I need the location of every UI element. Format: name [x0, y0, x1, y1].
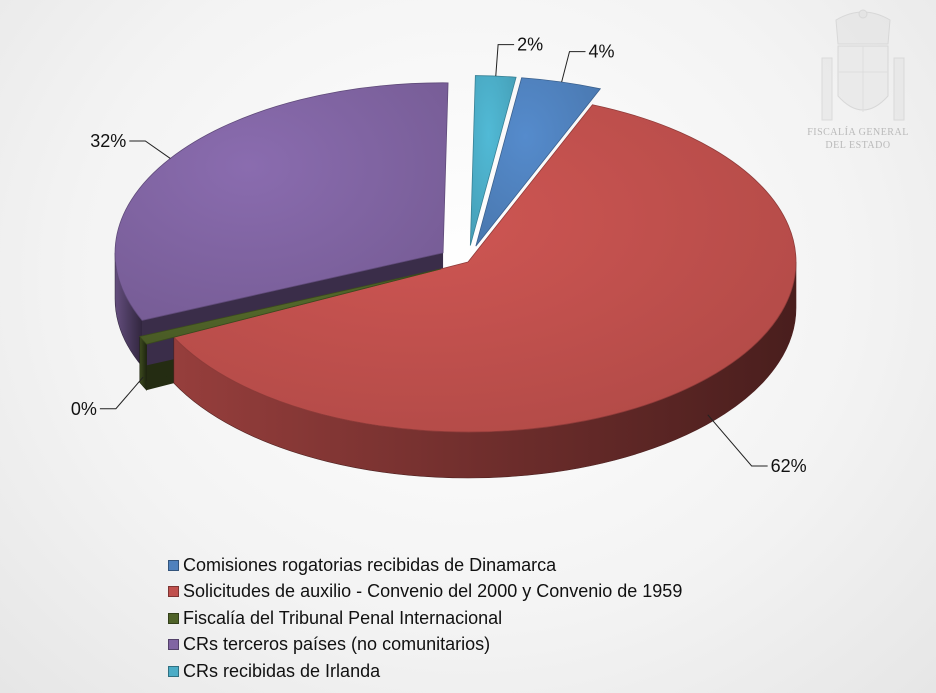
- chart-legend: Comisiones rogatorias recibidas de Dinam…: [168, 552, 682, 685]
- emblem-line-2: DEL ESTADO: [825, 140, 890, 151]
- slice-percent-label: 0%: [71, 399, 97, 419]
- legend-swatch: [168, 639, 179, 651]
- pie-slice-side: [139, 335, 147, 391]
- legend-label: Fiscalía del Tribunal Penal Internaciona…: [183, 607, 503, 628]
- legend-item: Solicitudes de auxilio - Convenio del 20…: [168, 579, 682, 606]
- slice-percent-label: 62%: [771, 456, 807, 476]
- coat-of-arms-logo: [821, 9, 905, 121]
- legend-item: Comisiones rogatorias recibidas de Dinam…: [168, 552, 682, 579]
- legend-swatch: [168, 612, 179, 624]
- legend-swatch: [168, 559, 179, 571]
- legend-item: CRs terceros países (no comunitarios): [168, 632, 682, 659]
- legend-swatch: [168, 586, 179, 598]
- legend-item: CRs recibidas de Irlanda: [168, 658, 682, 685]
- slice-percent-label: 32%: [90, 131, 126, 151]
- legend-swatch: [168, 665, 179, 677]
- emblem-line-1: FISCALÍA GENERAL: [807, 126, 909, 138]
- slice-percent-label: 4%: [588, 42, 614, 62]
- legend-label: CRs terceros países (no comunitarios): [183, 634, 491, 655]
- leader-line: [99, 376, 144, 410]
- leader-line: [495, 44, 515, 77]
- legend-label: Comisiones rogatorias recibidas de Dinam…: [183, 554, 557, 575]
- pie-slice: [139, 268, 441, 345]
- legend-label: CRs recibidas de Irlanda: [183, 660, 381, 681]
- slice-percent-label: 2%: [517, 35, 543, 55]
- leader-line: [129, 140, 171, 159]
- pie-slice: [475, 77, 602, 247]
- leader-line: [707, 414, 768, 467]
- pie-slice: [173, 104, 797, 433]
- legend-item: Fiscalía del Tribunal Penal Internaciona…: [168, 605, 682, 632]
- leader-line: [561, 51, 586, 83]
- legend-label: Solicitudes de auxilio - Convenio del 20…: [183, 581, 683, 602]
